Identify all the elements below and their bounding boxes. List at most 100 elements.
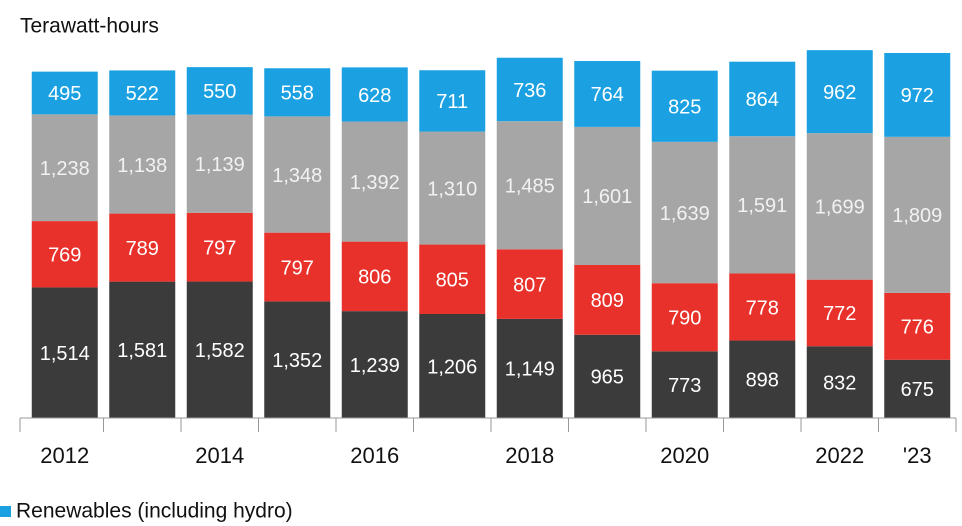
- data-label: 1,809: [892, 205, 942, 227]
- data-label: 1,699: [815, 197, 865, 219]
- bar-segment: [651, 141, 718, 284]
- bar-segment: [884, 52, 951, 137]
- bar-segment: [264, 232, 331, 302]
- bar-segment: [264, 301, 331, 418]
- bar-segment: [419, 70, 486, 132]
- data-label: 790: [668, 308, 701, 330]
- data-label: 1,239: [350, 355, 400, 377]
- bar-segment: [186, 67, 253, 115]
- bar-segment: [806, 133, 873, 280]
- bar-segment: [109, 281, 176, 418]
- bar-segment: [496, 249, 563, 319]
- data-label: 797: [203, 237, 236, 259]
- bar-segment: [574, 334, 641, 418]
- chart-title: Terawatt-hours: [20, 15, 159, 38]
- bar-segment: [651, 283, 718, 352]
- data-label: 736: [513, 80, 546, 102]
- bar-segment: [806, 50, 873, 134]
- bar-segment: [729, 273, 796, 341]
- bar-segment: [729, 340, 796, 418]
- bar-segment: [186, 281, 253, 418]
- data-label: 962: [823, 82, 856, 104]
- data-label: 675: [901, 379, 934, 401]
- data-label: 558: [281, 83, 314, 105]
- bar-segment: [264, 68, 331, 117]
- bar-segment: [496, 318, 563, 418]
- data-label: 1,581: [117, 340, 167, 362]
- bar-segment: [341, 241, 408, 312]
- data-label: 1,238: [40, 158, 90, 180]
- bar-segment: [341, 67, 408, 122]
- data-label: 711: [436, 91, 468, 113]
- data-label: 807: [513, 274, 546, 296]
- data-label: 972: [901, 85, 934, 107]
- bar-segment: [419, 244, 486, 314]
- x-tick-label: 2016: [350, 443, 399, 468]
- data-label: 898: [746, 370, 779, 392]
- data-label: 1,206: [427, 356, 477, 378]
- data-label: 522: [126, 83, 159, 105]
- bar-segment: [31, 221, 98, 288]
- data-label: 965: [591, 367, 624, 389]
- data-label: 772: [823, 303, 856, 325]
- data-label: 809: [591, 290, 624, 312]
- bar-segment: [651, 70, 718, 142]
- bar-segment: [496, 121, 563, 250]
- data-label: 769: [48, 245, 81, 267]
- data-label: 825: [668, 97, 701, 119]
- bar-segment: [806, 346, 873, 418]
- data-label: 776: [901, 317, 934, 339]
- data-label: 1,639: [660, 203, 710, 225]
- bar-segment: [341, 121, 408, 242]
- bar-segment: [419, 131, 486, 245]
- bar-segment: [574, 264, 641, 335]
- bar-segment: [884, 359, 951, 418]
- data-label: 550: [203, 81, 236, 103]
- bar-segment: [574, 61, 641, 127]
- data-label: 778: [746, 297, 779, 319]
- data-label: 1,514: [40, 343, 90, 365]
- data-label: 1,392: [350, 172, 400, 194]
- data-label: 1,485: [505, 176, 555, 198]
- data-label: 495: [48, 83, 81, 105]
- bar-segment: [884, 292, 951, 360]
- data-label: 773: [668, 375, 701, 397]
- bar-segment: [884, 136, 951, 293]
- bar-segment: [729, 136, 796, 274]
- bar-segment: [31, 287, 98, 418]
- x-tick-label: 2014: [195, 443, 244, 468]
- data-label: 806: [358, 267, 391, 289]
- bar-segment: [186, 212, 253, 282]
- x-tick-label: 2012: [40, 443, 89, 468]
- bar-segment: [31, 71, 98, 115]
- data-label: 1,348: [272, 165, 322, 187]
- data-label: 789: [126, 238, 159, 260]
- data-label: 805: [436, 270, 469, 292]
- data-label: 628: [358, 85, 391, 107]
- bar-segment: [574, 126, 641, 265]
- data-label: 1,149: [505, 359, 555, 381]
- bar-segment: [186, 114, 253, 213]
- bar-segment: [729, 61, 796, 137]
- data-label: 1,582: [195, 340, 245, 362]
- x-tick-label: '23: [903, 443, 932, 468]
- data-label: 1,601: [582, 186, 632, 208]
- bar-segment: [341, 311, 408, 418]
- data-label: 1,139: [195, 154, 245, 176]
- data-label: 832: [823, 372, 856, 394]
- legend-label: Renewables (including hydro): [16, 500, 293, 523]
- bar-segment: [806, 279, 873, 347]
- bar-segment: [109, 213, 176, 282]
- bar-segment: [109, 115, 176, 214]
- bar-segment: [31, 114, 98, 222]
- x-tick-label: 2022: [815, 443, 864, 468]
- data-label: 797: [281, 257, 314, 279]
- bar-segment: [109, 70, 176, 116]
- bar-segment: [264, 116, 331, 233]
- data-label: 864: [746, 89, 779, 111]
- data-label: 1,138: [117, 155, 167, 177]
- x-tick-label: 2020: [660, 443, 709, 468]
- legend-swatch: [0, 506, 11, 517]
- x-tick-label: 2018: [505, 443, 554, 468]
